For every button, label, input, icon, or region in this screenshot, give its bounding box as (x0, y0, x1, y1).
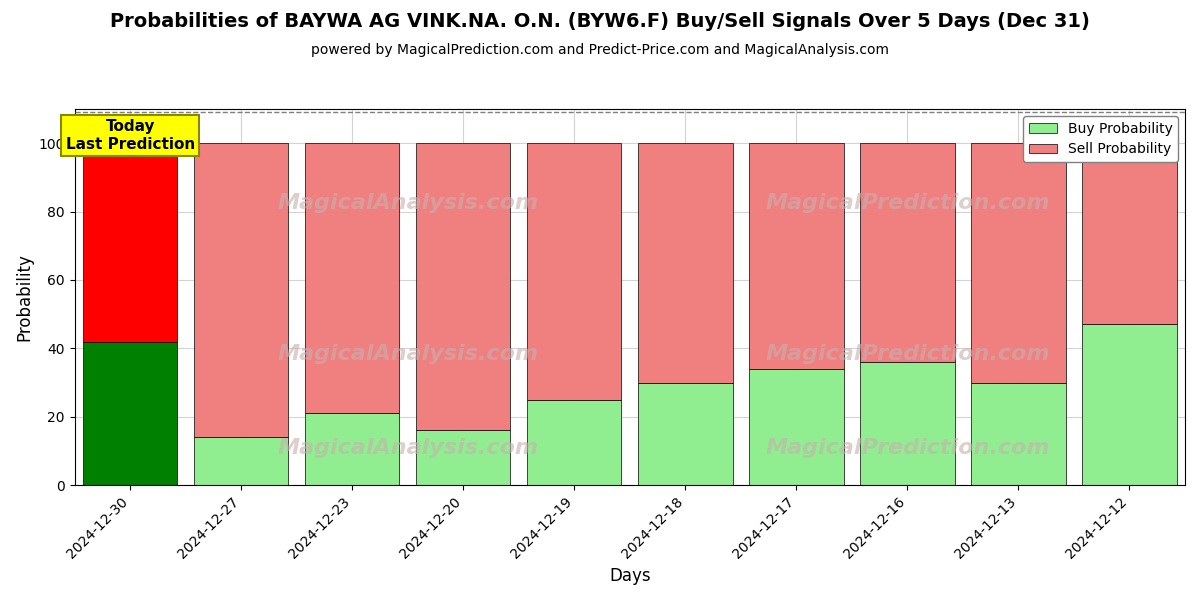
Bar (749, 143, 844, 369)
Bar (638, 383, 732, 485)
Y-axis label: Probability: Probability (16, 253, 34, 341)
Bar (305, 143, 400, 413)
Bar (971, 143, 1066, 383)
Text: MagicalAnalysis.com: MagicalAnalysis.com (277, 193, 539, 213)
Legend: Buy Probability, Sell Probability: Buy Probability, Sell Probability (1024, 116, 1178, 162)
Bar (860, 143, 955, 362)
Bar (83, 143, 178, 341)
Text: Today
Last Prediction: Today Last Prediction (66, 119, 194, 152)
Bar (749, 369, 844, 485)
Bar (527, 143, 622, 400)
Text: MagicalPrediction.com: MagicalPrediction.com (766, 344, 1050, 364)
Bar (83, 341, 178, 485)
Bar (416, 143, 510, 430)
Bar (971, 383, 1066, 485)
Text: MagicalPrediction.com: MagicalPrediction.com (766, 193, 1050, 213)
Text: Probabilities of BAYWA AG VINK.NA. O.N. (BYW6.F) Buy/Sell Signals Over 5 Days (D: Probabilities of BAYWA AG VINK.NA. O.N. … (110, 12, 1090, 31)
Bar (194, 437, 288, 485)
Bar (638, 143, 732, 383)
X-axis label: Days: Days (610, 567, 650, 585)
Bar (194, 143, 288, 437)
Bar (860, 362, 955, 485)
Text: powered by MagicalPrediction.com and Predict-Price.com and MagicalAnalysis.com: powered by MagicalPrediction.com and Pre… (311, 43, 889, 57)
Text: MagicalAnalysis.com: MagicalAnalysis.com (277, 344, 539, 364)
Bar (305, 413, 400, 485)
Text: MagicalPrediction.com: MagicalPrediction.com (766, 437, 1050, 458)
Text: MagicalAnalysis.com: MagicalAnalysis.com (277, 437, 539, 458)
Bar (1082, 325, 1177, 485)
Bar (527, 400, 622, 485)
Bar (416, 430, 510, 485)
Bar (1082, 143, 1177, 325)
